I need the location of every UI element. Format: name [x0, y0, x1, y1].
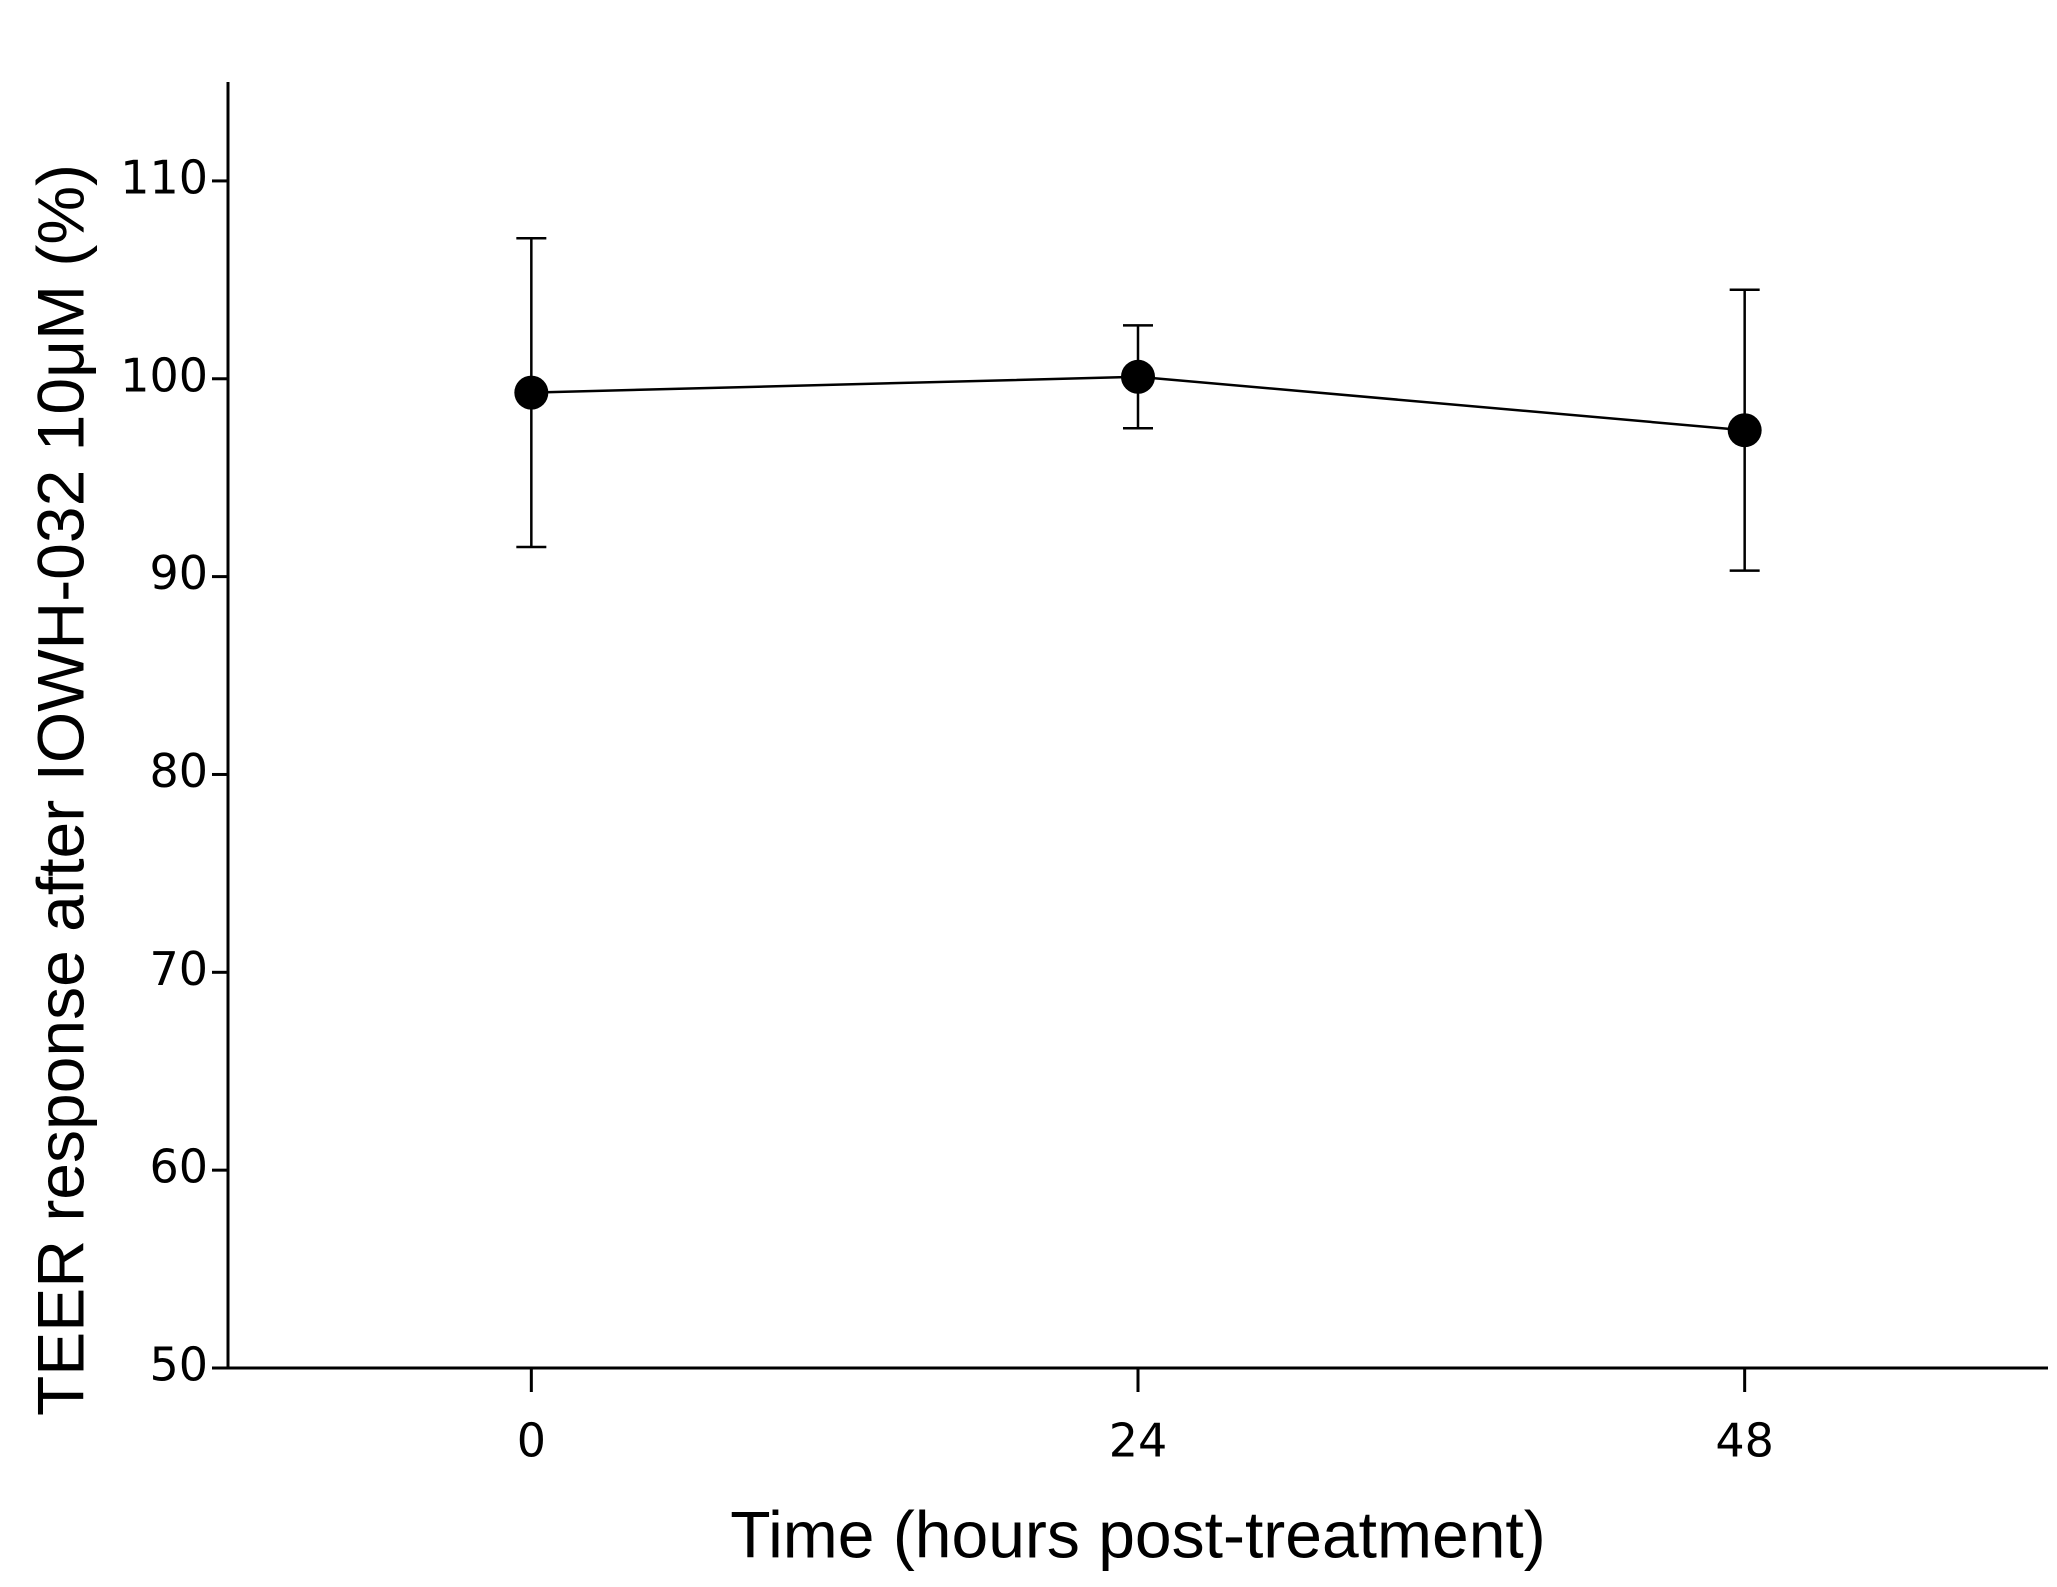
y-axis-title: TEER response after IOWH-032 10μM (%): [23, 164, 97, 1416]
x-tick-label: 24: [1109, 1414, 1168, 1468]
point: [1121, 359, 1155, 394]
x-tick-label: 48: [1715, 1414, 1774, 1468]
y-tick-label: 110: [120, 150, 208, 204]
y-tick-label: 100: [120, 348, 208, 402]
point: [514, 375, 549, 410]
y-tick-label: 90: [149, 546, 208, 600]
y-tick-label: 80: [149, 744, 208, 798]
x-tick-label: 0: [517, 1414, 546, 1468]
y-tick-label: 70: [149, 942, 208, 996]
y-tick-label: 60: [149, 1140, 208, 1194]
point: [1727, 413, 1762, 448]
y-tick-label: 50: [149, 1338, 208, 1392]
x-axis-title: Time (hours post-treatment): [730, 1497, 1545, 1571]
